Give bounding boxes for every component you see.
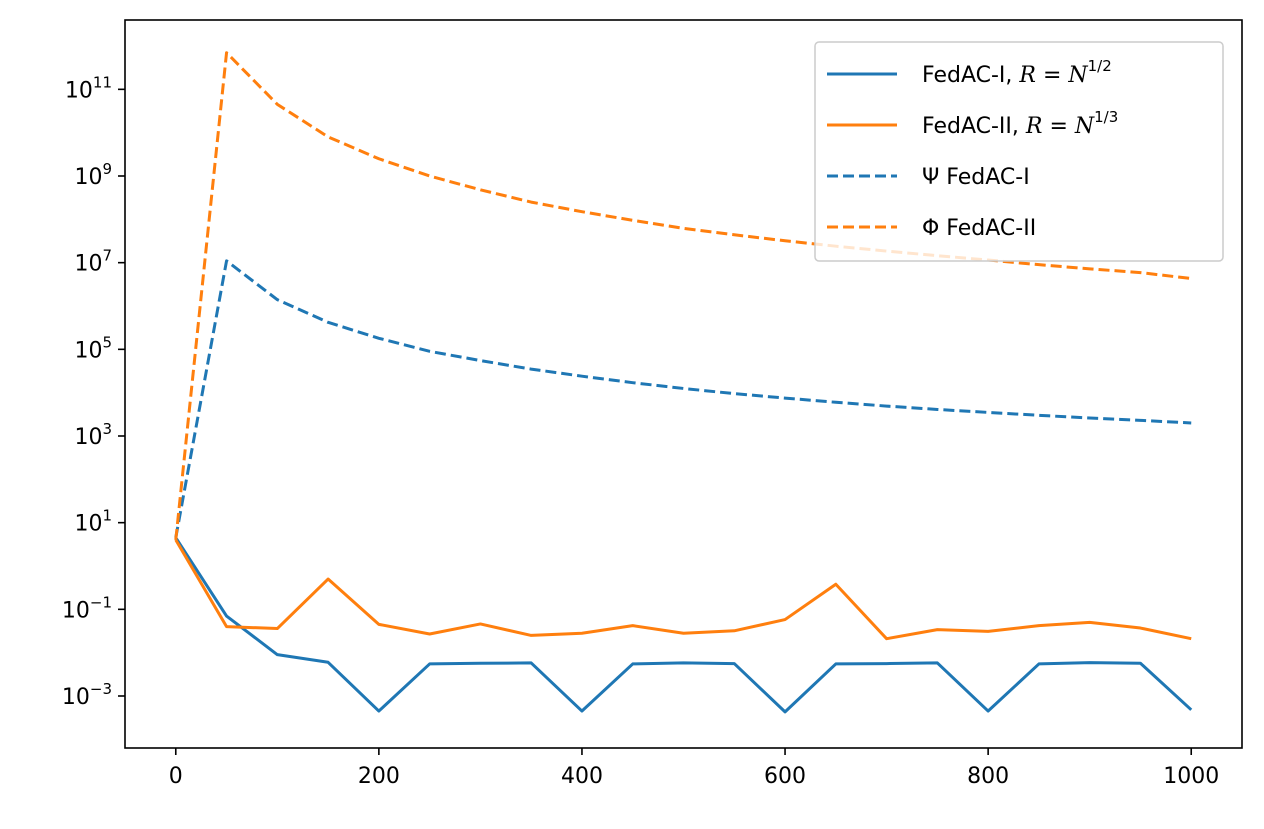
x-tick-label: 400 [561,764,603,789]
y-axis: 10−3 10−1 101 103 105 107 109 1011 [62,73,125,710]
y-tick-label: 107 [74,247,112,277]
plot-frame [124,19,1243,749]
x-tick-label: 600 [764,764,806,789]
y-tick-label: 109 [74,160,112,190]
x-tick-label: 1000 [1163,764,1219,789]
legend: FedAC-I, R = N1/2 FedAC-II, R = N1/3 Ψ Fed… [814,41,1224,262]
x-tick-label: 800 [967,764,1009,789]
y-tick-label: 1011 [65,73,112,103]
series-line-3 [174,259,1192,538]
y-tick-label: 105 [74,333,112,363]
series-line-1 [174,536,1193,714]
legend-label: FedAC-II, R = N1/3 [922,108,1118,139]
series-line-4 [174,51,1192,541]
y-tick-label: 103 [74,420,112,450]
legend-label: Φ FedAC-II [922,216,1036,241]
y-tick-label: 10−1 [62,593,112,623]
x-tick-label: 0 [169,764,183,789]
y-tick-label: 101 [74,507,112,537]
x-tick-label: 200 [358,764,400,789]
x-axis: 0 200 400 600 800 1000 [169,748,1219,789]
y-tick-label: 10−3 [62,680,112,710]
series-layer [174,51,1193,714]
legend-frame [814,41,1224,262]
series-line-2 [174,539,1192,641]
legend-label: FedAC-I, R = N1/2 [922,57,1112,88]
legend-label: Ψ FedAC-I [922,165,1030,190]
